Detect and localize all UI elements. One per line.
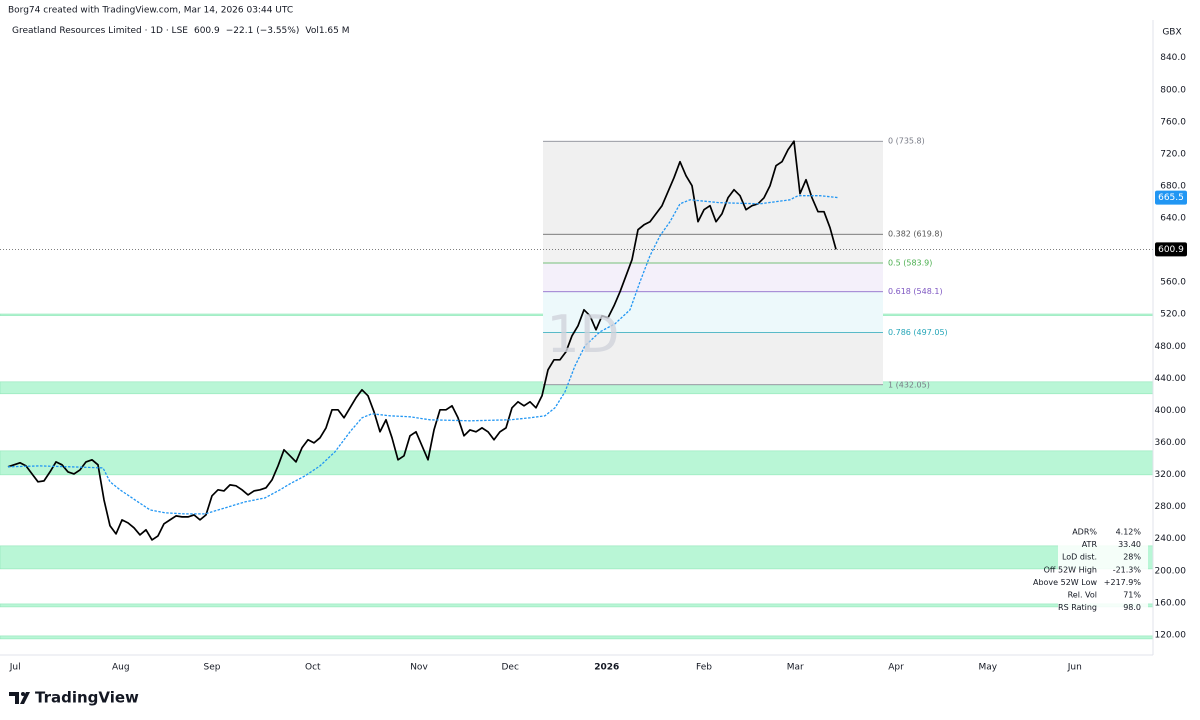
stat-label: ATR (1082, 540, 1098, 549)
stat-value: 33.40 (1118, 540, 1141, 549)
symbol: Greatland Resources Limited · 1D · LSE (12, 26, 188, 36)
x-tick-label: Jul (9, 663, 21, 673)
x-tick-label: Sep (204, 663, 221, 673)
logo: TradingView (9, 689, 139, 707)
change: −22.1 (−3.55%) (226, 26, 300, 36)
y-tick-label: 360.00 (1155, 438, 1187, 448)
stat-value: 71% (1123, 591, 1141, 600)
stats-table: ADR% 4.12% ATR 33.40 LoD dist. 28% Off 52W Hig… (1033, 528, 1141, 613)
y-tick-label: 720.0 (1160, 149, 1186, 159)
y-tick-label: 520.0 (1160, 310, 1186, 320)
support-zone (0, 450, 1154, 476)
stat-label: Rel. Vol (1068, 591, 1097, 600)
stat-label: ADR% (1072, 528, 1097, 537)
fib-band (543, 291, 883, 333)
support-zone (0, 635, 1154, 640)
volume: Vol1.65 M (305, 26, 349, 36)
stat-label: RS Rating (1058, 603, 1097, 612)
currency: GBX (1162, 28, 1181, 38)
x-tick-label: 2026 (594, 663, 619, 673)
y-tick-label: 760.0 (1160, 117, 1186, 127)
watermark: 1D (546, 305, 619, 365)
fib-label: 0.786 (497.05) (888, 328, 948, 337)
stat-value: +217.9% (1104, 578, 1142, 587)
x-tick-label: Dec (501, 663, 518, 673)
y-tick-label: 200.00 (1155, 566, 1187, 576)
y-tick-label: 240.00 (1155, 534, 1187, 544)
brand: TradingView (35, 689, 139, 707)
plot-area: 0 (735.8) 0.382 (619.8) 0.5 (583.9) 0.618 (… (0, 137, 1154, 640)
y-tick-label: 400.00 (1155, 406, 1187, 416)
stats-panel (1058, 525, 1148, 615)
x-tick-label: Jun (1067, 663, 1082, 673)
y-tick-label: 320.00 (1155, 470, 1187, 480)
x-tick-label: Apr (888, 663, 904, 673)
price-box-label: 600.9 (1158, 245, 1184, 255)
fib-label: 0.382 (619.8) (888, 230, 943, 239)
price-line (7, 140, 837, 541)
legend: Greatland Resources Limited · 1D · LSE 60… (12, 26, 350, 36)
y-tick-label: 640.0 (1160, 214, 1186, 224)
stat-value: -21.3% (1113, 565, 1142, 574)
y-tick-label: 120.00 (1155, 630, 1187, 640)
fib-band (543, 263, 883, 292)
stat-label: Above 52W Low (1033, 578, 1097, 587)
x-tick-label: Feb (696, 663, 712, 673)
fib-band (543, 234, 883, 264)
x-tick-label: Mar (787, 663, 804, 673)
stat-value: 4.12% (1116, 528, 1142, 537)
support-zone (0, 545, 1154, 570)
price-box-label: 665.5 (1158, 193, 1184, 203)
logo-icon (9, 692, 30, 704)
y-tick-label: 280.00 (1155, 502, 1187, 512)
x-tick-label: Oct (305, 663, 321, 673)
support-zone (0, 603, 1154, 608)
price-box (1155, 242, 1187, 257)
x-tick-label: Aug (112, 663, 130, 673)
stat-value: 98.0 (1123, 603, 1141, 612)
x-tick-label: May (978, 663, 997, 673)
stat-label: Off 52W High (1044, 565, 1097, 574)
fib-label: 1 (432.05) (888, 380, 930, 389)
price-box (1155, 190, 1187, 205)
y-tick-label: 160.00 (1155, 598, 1187, 608)
fib-label: 0.5 (583.9) (888, 259, 932, 268)
y-tick-label: 440.00 (1155, 374, 1187, 384)
credit: Borg74 created with TradingView.com, Mar… (8, 6, 293, 16)
y-tick-label: 560.0 (1160, 278, 1186, 288)
fib-band (543, 332, 883, 385)
stat-label: LoD dist. (1062, 553, 1097, 562)
fib-label: 0 (735.8) (888, 137, 925, 146)
x-tick-label: Nov (410, 663, 428, 673)
fib-band (543, 141, 883, 235)
logo-dot (21, 692, 25, 696)
y-tick-label: 480.00 (1155, 342, 1187, 352)
y-tick-label: 840.0 (1160, 53, 1186, 63)
y-tick-label: 680.0 (1160, 181, 1186, 191)
stat-value: 28% (1123, 553, 1141, 562)
fib-label: 0.618 (548.1) (888, 287, 943, 296)
y-tick-label: 800.0 (1160, 85, 1186, 95)
last-price: 600.9 (194, 26, 220, 36)
price-line (7, 195, 839, 515)
